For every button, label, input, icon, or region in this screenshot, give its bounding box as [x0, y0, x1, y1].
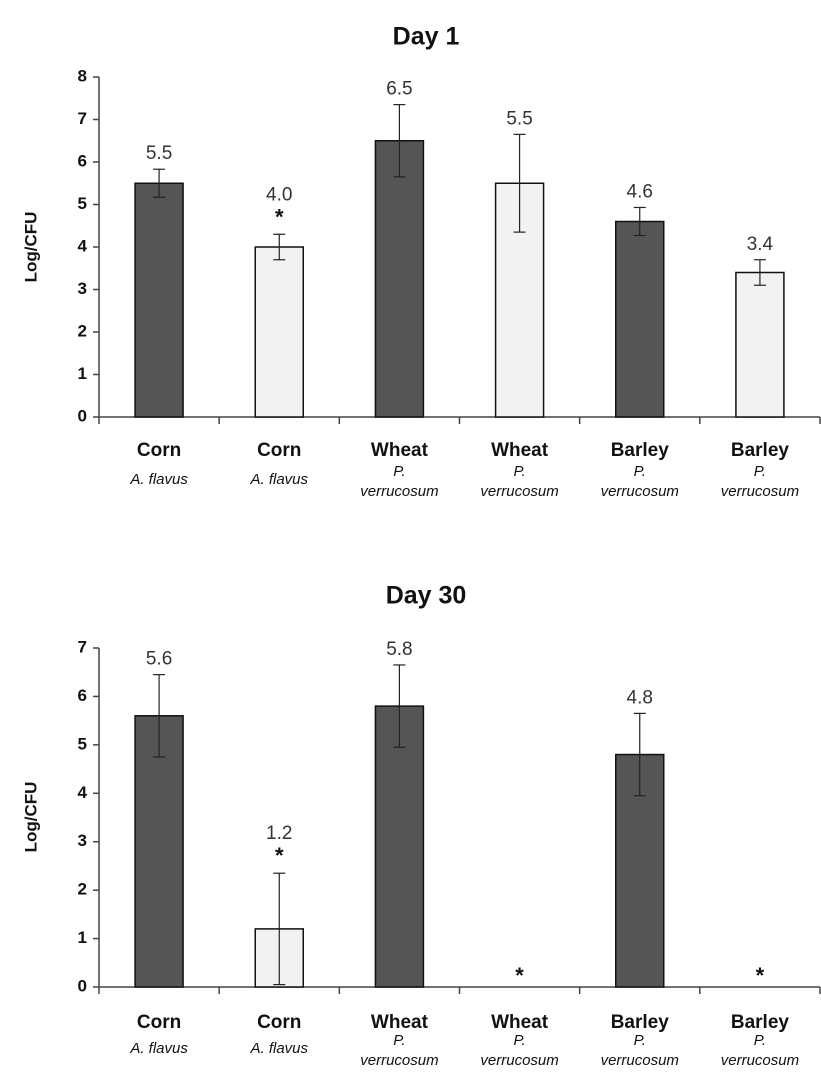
x-category-sublabel: A. flavus — [249, 1040, 308, 1057]
significance-marker: * — [756, 963, 765, 988]
data-label: 4.6 — [627, 181, 653, 202]
y-tick-label: 1 — [78, 364, 87, 383]
x-category-sublabel: verrucosum — [721, 1052, 799, 1069]
y-tick-label: 5 — [78, 194, 87, 213]
y-tick-label: 4 — [78, 783, 88, 802]
bar — [134, 182, 184, 418]
bar — [134, 715, 184, 988]
x-category-sublabel: P. — [393, 463, 405, 480]
x-category-sublabel: P. — [513, 1032, 525, 1049]
y-tick-label: 2 — [78, 321, 87, 340]
x-category-label: Wheat — [491, 1012, 549, 1033]
x-category-label: Barley — [611, 1012, 670, 1033]
data-label: 5.5 — [146, 143, 172, 164]
y-tick-label: 3 — [78, 279, 87, 298]
y-tick-label: 0 — [78, 406, 87, 425]
chart-title: Day 30 — [386, 582, 467, 610]
x-category-sublabel: verrucosum — [480, 1052, 558, 1069]
y-tick-label: 6 — [78, 686, 87, 705]
x-category-sublabel: A. flavus — [129, 1040, 188, 1057]
x-category-sublabel: P. — [513, 463, 525, 480]
x-category-label: Wheat — [491, 440, 549, 461]
y-tick-label: 5 — [78, 734, 87, 753]
y-tick-label: 0 — [78, 976, 87, 995]
y-tick-label: 2 — [78, 880, 87, 899]
x-category-label: Corn — [137, 440, 181, 461]
significance-marker: * — [515, 963, 524, 988]
x-category-label: Corn — [257, 1012, 301, 1033]
x-category-sublabel: A. flavus — [129, 471, 188, 488]
data-label: 4.8 — [627, 687, 653, 708]
x-category-label: Corn — [257, 440, 301, 461]
x-category-sublabel: P. — [634, 463, 646, 480]
bar — [374, 140, 425, 418]
y-tick-label: 7 — [78, 637, 87, 656]
y-axis-label: Log/CFU — [21, 212, 40, 283]
x-category-sublabel: P. — [634, 1032, 646, 1049]
chart-title: Day 1 — [393, 23, 460, 51]
x-category-sublabel: P. — [754, 1032, 766, 1049]
bar — [735, 271, 785, 418]
data-label: 3.4 — [747, 234, 774, 255]
x-category-sublabel: verrucosum — [480, 483, 558, 500]
y-axis-label: Log/CFU — [21, 782, 40, 853]
x-category-label: Wheat — [371, 1012, 429, 1033]
x-category-sublabel: verrucosum — [721, 483, 799, 500]
y-tick-label: 7 — [78, 109, 87, 128]
x-category-sublabel: P. — [754, 463, 766, 480]
x-category-sublabel: verrucosum — [601, 483, 679, 500]
y-tick-label: 4 — [78, 236, 88, 255]
x-category-label: Barley — [611, 440, 670, 461]
bar — [254, 246, 304, 418]
y-tick-label: 8 — [78, 66, 87, 85]
x-category-sublabel: verrucosum — [360, 483, 438, 500]
bar — [374, 705, 425, 988]
x-category-sublabel: P. — [393, 1032, 405, 1049]
data-label: 4.0 — [266, 184, 292, 205]
significance-marker: * — [275, 843, 284, 868]
significance-marker: * — [275, 204, 284, 229]
x-category-label: Corn — [137, 1012, 181, 1033]
data-label: 6.5 — [386, 79, 412, 100]
y-tick-label: 3 — [78, 831, 87, 850]
x-category-label: Barley — [731, 1012, 790, 1033]
x-category-sublabel: A. flavus — [249, 471, 308, 488]
x-category-sublabel: verrucosum — [601, 1052, 679, 1069]
x-category-label: Wheat — [371, 440, 429, 461]
y-tick-label: 6 — [78, 151, 87, 170]
data-label: 5.5 — [506, 108, 532, 129]
x-category-label: Barley — [731, 440, 790, 461]
x-category-sublabel: verrucosum — [360, 1052, 438, 1069]
data-label: 1.2 — [266, 823, 292, 844]
data-label: 5.8 — [386, 639, 412, 660]
data-label: 5.6 — [146, 649, 172, 670]
bar — [615, 220, 665, 418]
y-tick-label: 1 — [78, 928, 87, 947]
